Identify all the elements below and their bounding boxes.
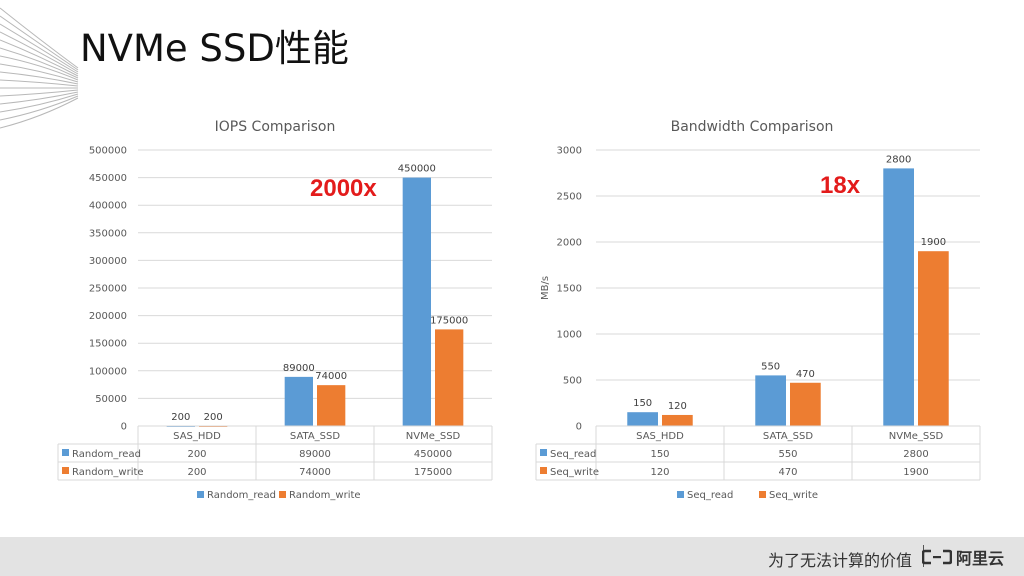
bw-data-label: 470 xyxy=(796,369,815,380)
slide-title: NVMe SSD性能 xyxy=(80,27,349,70)
iops-legend-label: Random_read xyxy=(207,490,276,501)
iops-bar-random-write xyxy=(317,385,346,426)
bw-legend-swatch xyxy=(759,491,766,498)
bw-y-tick-label: 3000 xyxy=(557,146,582,157)
bw-legend-swatch xyxy=(677,491,684,498)
iops-category-label: SAS_HDD xyxy=(173,431,221,442)
iops-table-swatch xyxy=(62,449,69,456)
footer-slogan: 为了无法计算的价值 xyxy=(767,551,912,570)
iops-y-tick-label: 50000 xyxy=(95,394,127,405)
bandwidth-multiplier-annotation: 18x xyxy=(820,172,861,199)
bw-bar-seq-read xyxy=(627,412,658,426)
iops-multiplier-annotation: 2000x xyxy=(310,175,377,202)
bw-table-cell: 550 xyxy=(778,449,797,460)
bw-bar-seq-read xyxy=(883,168,914,426)
bw-y-tick-label: 1000 xyxy=(557,330,582,341)
iops-chart-title: IOPS Comparison xyxy=(215,119,336,135)
bw-y-tick-label: 2500 xyxy=(557,192,582,203)
iops-data-label: 74000 xyxy=(315,371,347,382)
iops-y-tick-label: 300000 xyxy=(89,256,127,267)
bw-y-tick-label: 2000 xyxy=(557,238,582,249)
iops-table-cell: 175000 xyxy=(414,467,452,478)
bw-table-series-label: Seq_write xyxy=(550,467,599,478)
iops-table-cell: 200 xyxy=(187,467,206,478)
iops-legend-swatch xyxy=(197,491,204,498)
charts-canvas: IOPS Comparison 0 50000 100000 150000 200000 2… xyxy=(57,119,981,501)
iops-category-label: SATA_SSD xyxy=(290,431,340,442)
iops-legend-label: Random_write xyxy=(289,490,361,501)
bw-data-label: 120 xyxy=(668,401,687,412)
iops-table-cell: 200 xyxy=(187,449,206,460)
iops-y-tick-label: 200000 xyxy=(89,311,127,322)
iops-bar-random-read xyxy=(284,376,313,426)
iops-y-tick-label: 500000 xyxy=(89,146,127,157)
bw-table-cell: 470 xyxy=(778,467,797,478)
brand-name: 阿里云 xyxy=(955,549,1004,568)
iops-bar-random-read xyxy=(402,177,431,426)
bw-bar-seq-read xyxy=(755,375,786,426)
bw-table-cell: 150 xyxy=(650,449,669,460)
iops-table-series-label: Random_read xyxy=(72,449,141,460)
bw-data-label: 550 xyxy=(761,361,780,372)
bw-data-label: 2800 xyxy=(886,154,911,165)
bw-legend-label: Seq_read xyxy=(687,490,733,501)
decorative-swoosh xyxy=(0,7,79,129)
iops-legend-swatch xyxy=(279,491,286,498)
bw-table-series-label: Seq_read xyxy=(550,449,596,460)
iops-bar-random-write xyxy=(435,329,464,426)
iops-data-label: 450000 xyxy=(398,164,436,175)
iops-category-label: NVMe_SSD xyxy=(406,431,461,442)
iops-y-tick-label: 150000 xyxy=(89,339,127,350)
aliyun-logo-icon xyxy=(921,549,952,565)
iops-data-label: 175000 xyxy=(430,315,468,326)
bw-table-swatch xyxy=(540,467,547,474)
iops-table-cell: 450000 xyxy=(414,449,452,460)
bw-y-axis-label: MB/s xyxy=(540,276,551,300)
iops-y-tick-label: 250000 xyxy=(89,284,127,295)
iops-y-tick-label: 400000 xyxy=(89,201,127,212)
footer-bar: 为了无法计算的价值 阿里云 xyxy=(0,537,1024,576)
iops-y-tick-label: 0 xyxy=(121,422,127,433)
bw-data-label: 150 xyxy=(633,398,652,409)
bw-table-swatch xyxy=(540,449,547,456)
iops-table-cell: 74000 xyxy=(299,467,331,478)
bw-y-tick-label: 0 xyxy=(576,422,582,433)
bw-y-tick-label: 500 xyxy=(563,376,582,387)
iops-table-series-label: Random_write xyxy=(72,467,144,478)
bw-table-cell: 1900 xyxy=(903,467,928,478)
iops-y-tick-label: 100000 xyxy=(89,366,127,377)
bw-category-label: NVMe_SSD xyxy=(889,431,944,442)
iops-table-cell: 89000 xyxy=(299,449,331,460)
iops-y-tick-label: 350000 xyxy=(89,228,127,239)
bw-data-label: 1900 xyxy=(921,237,946,248)
bw-bar-seq-write xyxy=(790,382,821,426)
bw-table-cell: 2800 xyxy=(903,449,928,460)
bw-y-tick-label: 1500 xyxy=(557,284,582,295)
bw-table-cell: 120 xyxy=(650,467,669,478)
iops-data-label: 89000 xyxy=(283,363,315,374)
bw-category-label: SATA_SSD xyxy=(763,431,813,442)
iops-table-swatch xyxy=(62,467,69,474)
bw-bar-seq-write xyxy=(662,414,693,426)
iops-data-label: 200 xyxy=(204,412,223,423)
bw-category-label: SAS_HDD xyxy=(636,431,684,442)
iops-y-tick-label: 450000 xyxy=(89,173,127,184)
bw-legend-label: Seq_write xyxy=(769,490,818,501)
iops-data-label: 200 xyxy=(171,412,190,423)
bw-chart-title: Bandwidth Comparison xyxy=(671,119,834,135)
brand-logo: 阿里云 xyxy=(921,546,1004,568)
bw-bar-seq-write xyxy=(918,251,949,426)
